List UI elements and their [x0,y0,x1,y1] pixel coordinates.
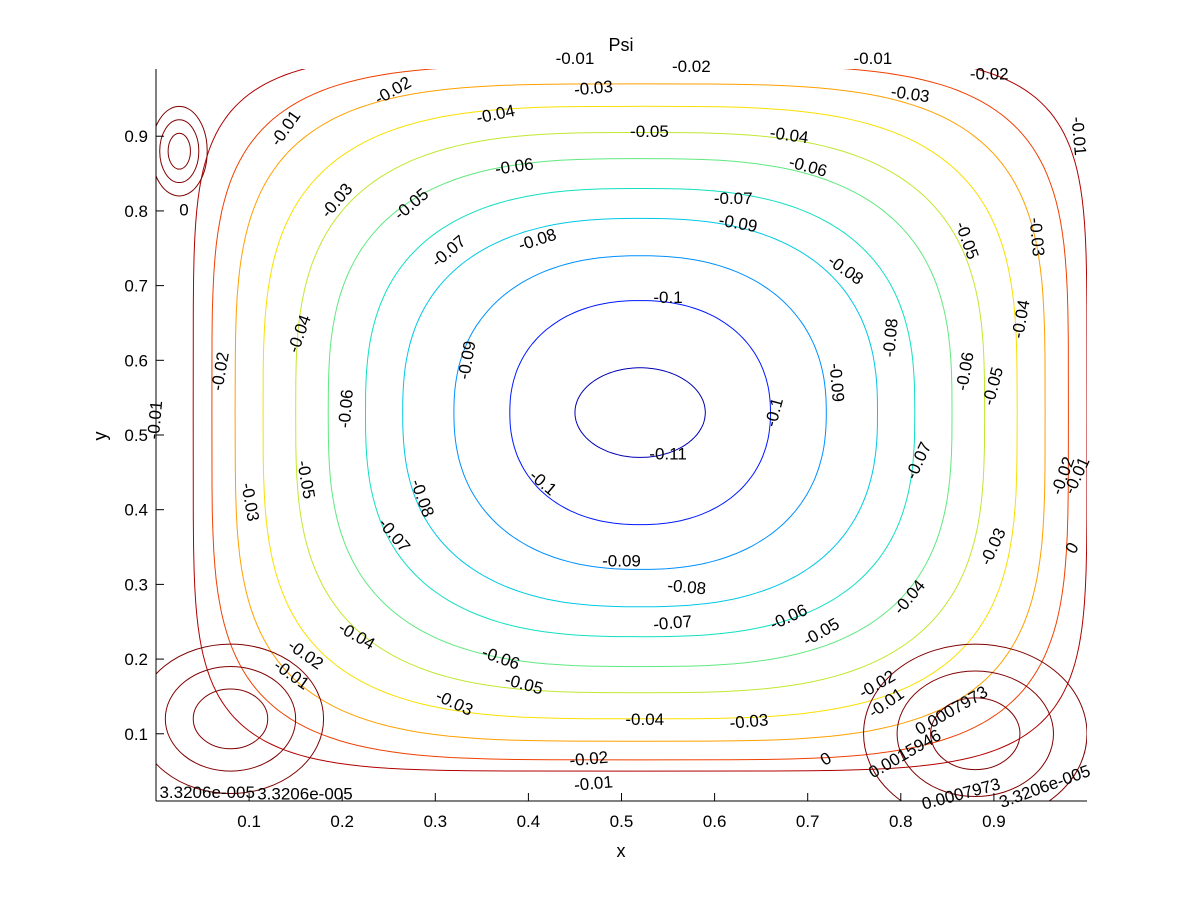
contour-label: -0.01 [1068,116,1090,156]
eddy-contour-bottom-right [930,697,1021,771]
x-tick-label: 0.4 [517,812,541,831]
contour-label: 3.3206e-005 [159,783,254,802]
contour-label: -0.02 [970,64,1009,83]
contour-line-neg0p1 [509,300,771,526]
y-tick-label: 0.3 [124,575,148,594]
contour-line-neg0p04 [262,105,1018,720]
contour-label: -0.01 [853,49,892,68]
eddy-contour-bottom-right [863,643,1087,801]
axes: 0.1 0.2 0.3 0.4 0.5 0.6 0.7 0.8 0.9 0.1 0.2 0.3 0.4 0… [124,69,1087,831]
contour-label: -0.1 [653,288,682,307]
contour-label: -0.09 [602,551,641,570]
x-tick-label: 0.2 [330,812,354,831]
y-tick-label: 0.1 [124,725,148,744]
contour-label: -0.02 [672,57,711,76]
y-tick-label: 0.6 [124,351,148,370]
contour-line-neg0p06 [327,158,953,668]
y-tick-label: 0.8 [124,202,148,221]
contour-label: -0.08 [667,576,707,598]
y-tick-label: 0.7 [124,277,148,296]
x-axis-title: x [617,841,626,861]
contour-label: -0.02 [569,748,609,770]
y-tick-label: 0.4 [124,501,148,520]
eddy-contour-top-left [159,119,200,184]
contour-line-neg0p05 [295,131,986,694]
contour-label: -0.04 [625,710,664,729]
contour-line-neg0p01 [192,69,1087,772]
y-tick-label: 0.5 [124,426,148,445]
corner-eddies [156,105,1087,801]
contour-label: -0.01 [556,49,595,68]
contour-label: -0.01 [573,772,613,794]
contour-label: -0.03 [573,77,613,99]
contour-label: -0.05 [630,122,669,141]
eddy-contour-bottom-right [896,670,1054,798]
eddy-contour-bottom-left [192,688,269,750]
contour-line-neg0p07 [364,187,916,638]
contour-label: -0.06 [335,389,357,429]
contour-label: -0.03 [1026,217,1048,257]
contour-line-neg0p09 [453,255,827,570]
y-tick-label: 0.2 [124,650,148,669]
eddy-contour-bottom-left [156,643,325,795]
eddy-contour-top-left [167,132,191,170]
contour-line-neg0p02 [211,69,1069,761]
chart-title: Psi [608,35,633,55]
x-tick-label: 0.6 [703,812,727,831]
contour-label: 0 [179,200,188,219]
contour-line-neg0p03 [234,83,1046,742]
contour-line-neg0p11 [574,367,706,458]
contour-label: -0.07 [652,612,692,634]
contour-label: -0.03 [729,710,769,732]
x-tick-label: 0.5 [610,812,634,831]
contour-label: 3.3206e-005 [257,785,352,804]
plot-area [156,69,1087,801]
eddy-contour-top-left [156,105,208,197]
x-tick-label: 0.9 [982,812,1006,831]
contour-lines [192,69,1087,772]
x-tick-label: 0.8 [889,812,913,831]
contour-label: -0.07 [714,189,753,208]
y-tick-label: 0.9 [124,127,148,146]
contour-label: -0.01 [144,400,166,440]
contour-line-neg0p08 [402,217,878,608]
contour-label: -0.09 [825,362,847,402]
x-tick-label: 0.3 [423,812,447,831]
contour-label: -0.11 [649,445,687,464]
y-axis-title: y [90,432,110,441]
contour-label: -0.08 [879,318,901,358]
plot-background [156,69,1087,801]
x-tick-label: 0.1 [237,812,261,831]
x-tick-label: 0.7 [796,812,820,831]
eddy-contour-bottom-left [164,666,297,772]
